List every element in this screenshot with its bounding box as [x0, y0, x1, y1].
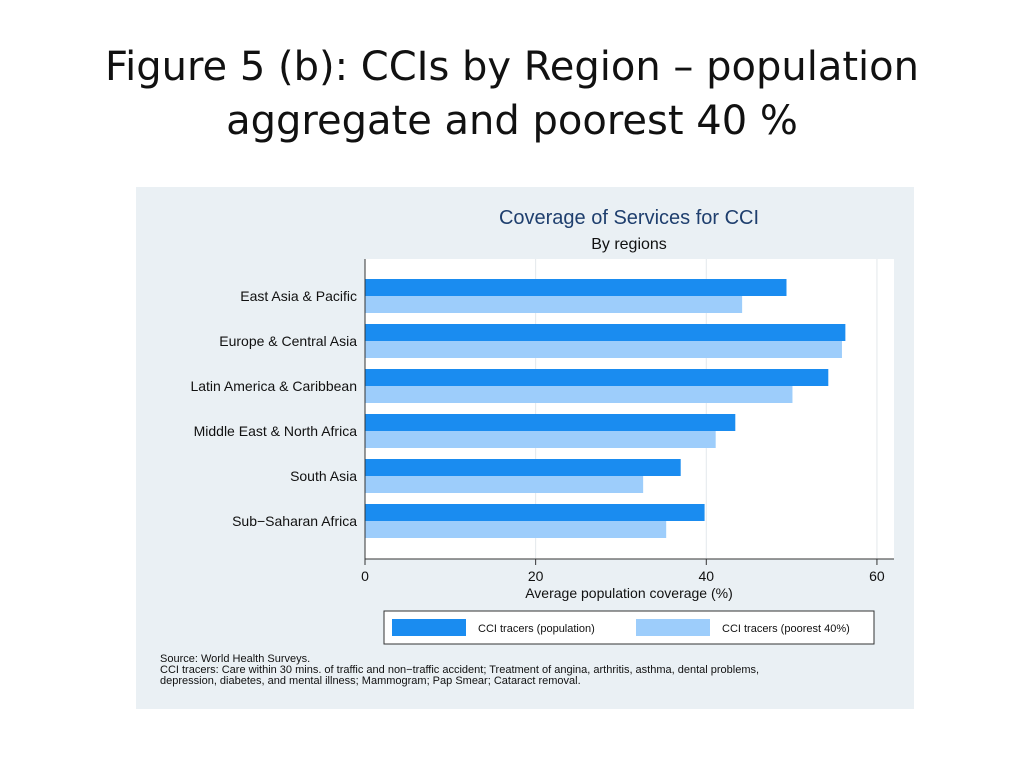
legend-label-population: CCI tracers (population) [478, 623, 595, 635]
bar-population-2 [365, 369, 829, 386]
chart-subtitle: By regions [591, 236, 667, 253]
bar-poorest-3 [365, 431, 716, 448]
legend: CCI tracers (population) CCI tracers (po… [383, 610, 875, 645]
category-label: Latin America & Caribbean [190, 378, 357, 394]
bar-poorest-2 [365, 386, 793, 403]
x-tick-label: 40 [699, 568, 715, 584]
legend-swatch-population [392, 619, 466, 636]
source-note: Source: World Health Surveys. [160, 653, 310, 665]
x-axis-title: Average population coverage (%) [525, 585, 733, 601]
category-label: Europe & Central Asia [219, 333, 357, 349]
bar-poorest-4 [365, 476, 644, 493]
bar-poorest-0 [365, 296, 743, 313]
bar-population-0 [365, 279, 787, 296]
slide-title-line-2: aggregate and poorest 40 % [226, 98, 798, 144]
bar-population-3 [365, 414, 736, 431]
chart-title: Coverage of Services for CCI [499, 207, 759, 229]
slide-title: Figure 5 (b): CCIs by Region – populatio… [40, 40, 984, 148]
legend-label-poorest: CCI tracers (poorest 40%) [722, 623, 850, 635]
x-axis-ticks: 0 20 40 60 [361, 559, 885, 584]
legend-swatch-poorest [636, 619, 710, 636]
bar-population-4 [365, 459, 681, 476]
x-tick-label: 60 [869, 568, 885, 584]
bar-chart: Coverage of Services for CCI By regions … [160, 207, 894, 687]
category-label: Middle East & North Africa [194, 423, 358, 439]
category-label: Sub−Saharan Africa [232, 513, 357, 529]
category-labels: East Asia & Pacific Europe & Central Asia… [190, 288, 357, 529]
bar-poorest-1 [365, 341, 842, 358]
bars [365, 279, 846, 538]
category-label: South Asia [290, 468, 357, 484]
bar-population-1 [365, 324, 846, 341]
slide-title-line-1: Figure 5 (b): CCIs by Region – populatio… [104, 44, 919, 90]
x-tick-label: 20 [528, 568, 544, 584]
bar-poorest-5 [365, 521, 667, 538]
cci-note-line-2: depression, diabetes, and mental illness… [160, 675, 581, 687]
cci-note-line-1: CCI tracers: Care within 30 mins. of tra… [160, 664, 759, 676]
bar-population-5 [365, 504, 705, 521]
category-label: East Asia & Pacific [240, 288, 357, 304]
x-tick-label: 0 [361, 568, 369, 584]
chart-panel: Coverage of Services for CCI By regions … [136, 187, 914, 709]
